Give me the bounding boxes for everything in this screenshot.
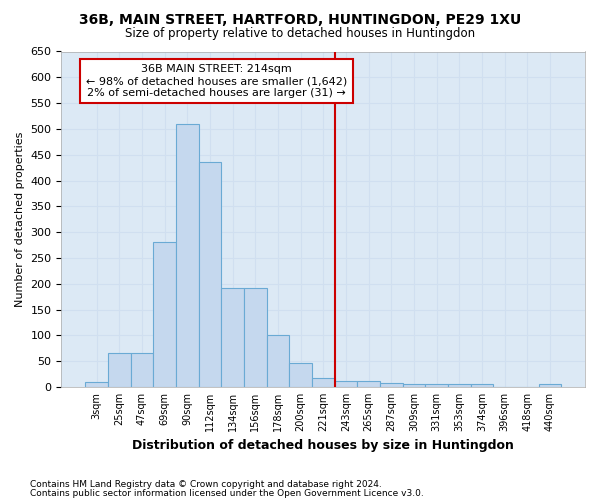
Text: Contains public sector information licensed under the Open Government Licence v3: Contains public sector information licen… [30,488,424,498]
Bar [403,384,425,387]
Text: Contains HM Land Registry data © Crown copyright and database right 2024.: Contains HM Land Registry data © Crown c… [30,480,382,489]
Bar [380,383,403,387]
Bar [199,162,221,387]
Bar [470,384,493,387]
Bar [425,384,448,387]
Bar [312,378,335,387]
Bar [539,384,561,387]
Bar [448,384,470,387]
Bar [85,382,108,387]
Text: 36B, MAIN STREET, HARTFORD, HUNTINGDON, PE29 1XU: 36B, MAIN STREET, HARTFORD, HUNTINGDON, … [79,12,521,26]
Bar [244,288,266,387]
Bar [289,362,312,387]
Bar [176,124,199,387]
Text: Size of property relative to detached houses in Huntingdon: Size of property relative to detached ho… [125,28,475,40]
Bar [221,288,244,387]
Y-axis label: Number of detached properties: Number of detached properties [15,132,25,307]
X-axis label: Distribution of detached houses by size in Huntingdon: Distribution of detached houses by size … [132,440,514,452]
Text: 36B MAIN STREET: 214sqm
← 98% of detached houses are smaller (1,642)
2% of semi-: 36B MAIN STREET: 214sqm ← 98% of detache… [86,64,347,98]
Bar [153,242,176,387]
Bar [108,354,131,387]
Bar [357,380,380,387]
Bar [335,380,357,387]
Bar [266,335,289,387]
Bar [131,354,153,387]
